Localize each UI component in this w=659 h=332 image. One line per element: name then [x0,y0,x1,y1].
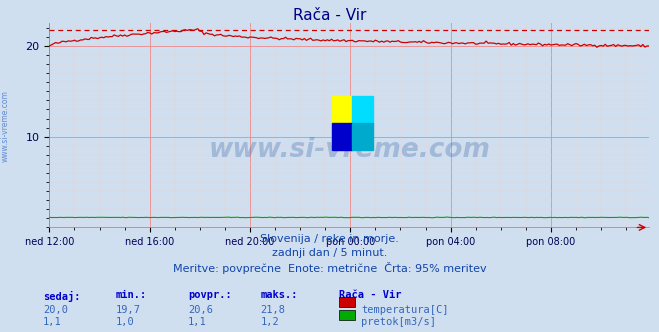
Text: 1,2: 1,2 [260,317,279,327]
Text: sedaj:: sedaj: [43,290,80,301]
Bar [353,123,373,150]
Text: temperatura[C]: temperatura[C] [361,305,449,315]
Text: Rača - Vir: Rača - Vir [339,290,402,300]
Bar [331,123,353,150]
Text: pretok[m3/s]: pretok[m3/s] [361,317,436,327]
Text: 19,7: 19,7 [115,305,140,315]
Text: Meritve: povprečne  Enote: metrične  Črta: 95% meritev: Meritve: povprečne Enote: metrične Črta:… [173,262,486,274]
Bar [353,96,373,123]
Bar [331,96,353,123]
Text: www.si-vreme.com: www.si-vreme.com [1,90,10,162]
Text: 1,0: 1,0 [115,317,134,327]
Text: 1,1: 1,1 [188,317,206,327]
Text: 1,1: 1,1 [43,317,61,327]
Text: zadnji dan / 5 minut.: zadnji dan / 5 minut. [272,248,387,258]
Text: min.:: min.: [115,290,146,300]
Text: povpr.:: povpr.: [188,290,231,300]
Text: www.si-vreme.com: www.si-vreme.com [208,137,490,163]
Text: 20,0: 20,0 [43,305,68,315]
Text: 21,8: 21,8 [260,305,285,315]
Text: Rača - Vir: Rača - Vir [293,8,366,23]
Text: 20,6: 20,6 [188,305,213,315]
Text: maks.:: maks.: [260,290,298,300]
Text: Slovenija / reke in morje.: Slovenija / reke in morje. [260,234,399,244]
